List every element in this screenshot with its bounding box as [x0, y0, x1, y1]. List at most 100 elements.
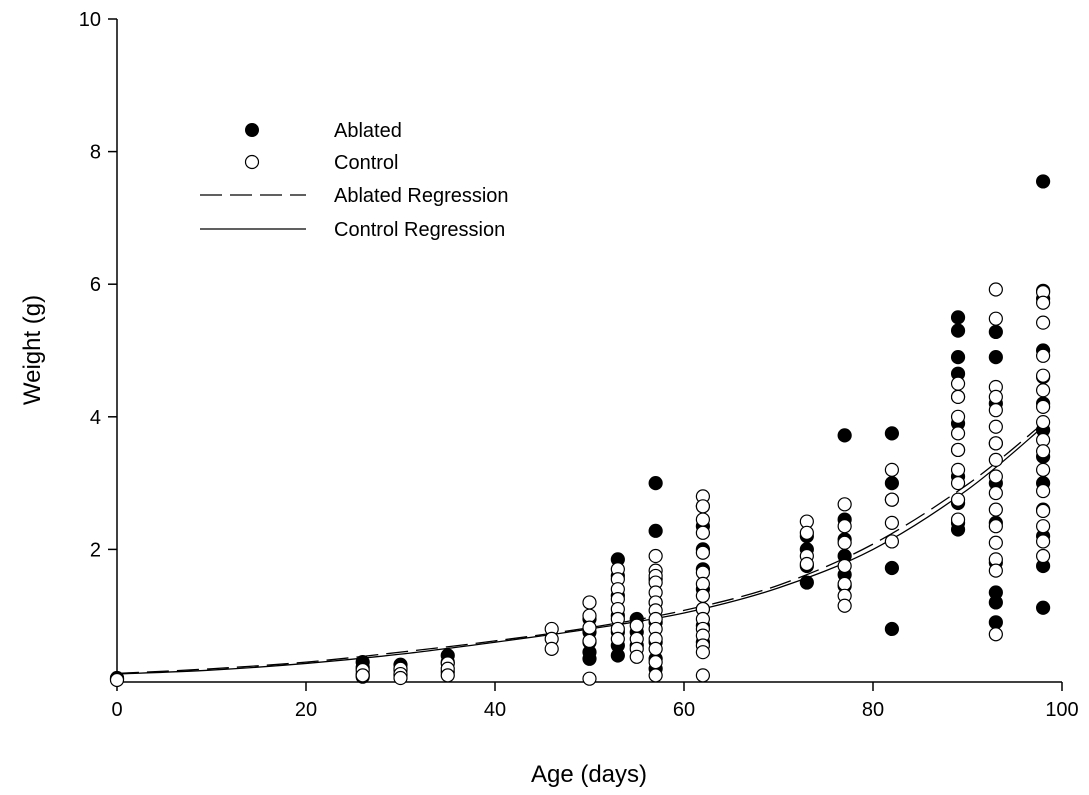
- control-point: [950, 512, 966, 527]
- control-point: [648, 641, 663, 656]
- control-point: [582, 608, 597, 623]
- control-point: [109, 672, 125, 688]
- control-point: [695, 576, 711, 591]
- control-point: [988, 563, 1003, 578]
- ablated-point: [988, 350, 1003, 365]
- ticks: 0 20 40 60 80 100 2 4 6 8 10: [79, 9, 1079, 721]
- control-point: [695, 512, 711, 527]
- control-point: [695, 525, 711, 540]
- ablated-point: [950, 350, 966, 365]
- control-regression-line: [116, 426, 1044, 675]
- ablated-point: [988, 615, 1003, 630]
- ablated-point: [837, 428, 852, 443]
- control-point: [1035, 368, 1051, 383]
- x-tick-label: 0: [111, 699, 122, 721]
- control-point: [988, 311, 1003, 326]
- control-point: [837, 535, 852, 550]
- ablated-point: [582, 651, 597, 666]
- legend-marker-control: [244, 154, 260, 170]
- control-point: [582, 620, 597, 635]
- control-point: [695, 668, 711, 683]
- control-point: [610, 631, 625, 647]
- control-point: [1035, 348, 1051, 363]
- control-point: [695, 499, 711, 514]
- control-point: [950, 442, 966, 458]
- control-point: [988, 469, 1003, 484]
- control-point: [1035, 534, 1051, 549]
- control-point: [695, 645, 711, 660]
- ablated-point: [884, 426, 900, 441]
- control-point: [1035, 315, 1051, 330]
- ablated-point: [950, 310, 966, 325]
- legend-label-ablated-regression: Ablated Regression: [334, 185, 509, 207]
- legend: Ablated Control Ablated Regression Contr…: [200, 120, 509, 241]
- y-tick-label: 8: [90, 142, 101, 164]
- control-point: [629, 649, 644, 664]
- ablated-point: [799, 575, 814, 590]
- control-point: [355, 668, 370, 683]
- x-tick-label: 100: [1045, 699, 1078, 721]
- control-point: [884, 534, 900, 549]
- control-point: [1035, 399, 1051, 414]
- control-point: [988, 419, 1003, 434]
- control-point: [1035, 462, 1051, 477]
- ablated-point: [950, 323, 966, 338]
- control-point: [648, 548, 663, 564]
- control-point: [629, 618, 644, 633]
- ablated-point: [988, 595, 1003, 610]
- control-point: [837, 497, 852, 512]
- control-point: [988, 403, 1003, 418]
- control-point: [1035, 548, 1051, 564]
- control-point: [988, 627, 1003, 642]
- control-point: [988, 485, 1003, 501]
- control-point: [884, 515, 900, 530]
- control-point: [544, 641, 559, 656]
- legend-label-control: Control: [334, 152, 398, 174]
- control-point: [950, 389, 966, 405]
- control-point: [1035, 483, 1051, 499]
- legend-label-control-regression: Control Regression: [334, 219, 505, 241]
- legend-label-ablated: Ablated: [334, 120, 402, 142]
- x-tick-label: 20: [295, 699, 317, 721]
- control-point: [884, 462, 900, 477]
- control-point: [950, 376, 966, 391]
- x-tick-label: 40: [484, 699, 506, 721]
- axes: [116, 19, 1062, 683]
- ablated-point: [884, 476, 900, 491]
- control-point: [837, 519, 852, 534]
- control-point: [988, 535, 1003, 550]
- x-tick-label: 60: [673, 699, 695, 721]
- control-point: [648, 668, 663, 683]
- ablated-regression-line: [116, 422, 1044, 675]
- control-point: [393, 670, 408, 686]
- control-point: [837, 558, 852, 574]
- control-point: [695, 545, 711, 560]
- control-point: [950, 409, 966, 424]
- control-point: [988, 389, 1003, 405]
- control-point: [837, 576, 852, 591]
- ablated-point: [648, 476, 663, 491]
- ablated-point: [884, 560, 900, 576]
- control-point: [582, 595, 597, 610]
- regression-lines: [116, 422, 1044, 675]
- legend-marker-ablated: [245, 123, 259, 137]
- y-axis-title: Weight (g): [19, 295, 46, 405]
- control-point: [799, 525, 814, 540]
- control-point: [582, 633, 597, 648]
- control-point: [884, 492, 900, 507]
- ablated-point: [610, 648, 625, 663]
- control-point: [950, 492, 966, 507]
- y-tick-label: 10: [79, 9, 101, 31]
- control-point: [1035, 519, 1051, 534]
- x-tick-label: 80: [862, 699, 884, 721]
- control-point: [799, 556, 814, 572]
- ablated-point: [648, 523, 663, 538]
- control-point: [988, 519, 1003, 534]
- control-point: [950, 462, 966, 477]
- control-point: [988, 282, 1003, 297]
- control-point: [1035, 415, 1051, 430]
- y-tick-label: 4: [90, 407, 101, 429]
- control-point: [582, 671, 597, 686]
- y-tick-label: 6: [90, 274, 101, 296]
